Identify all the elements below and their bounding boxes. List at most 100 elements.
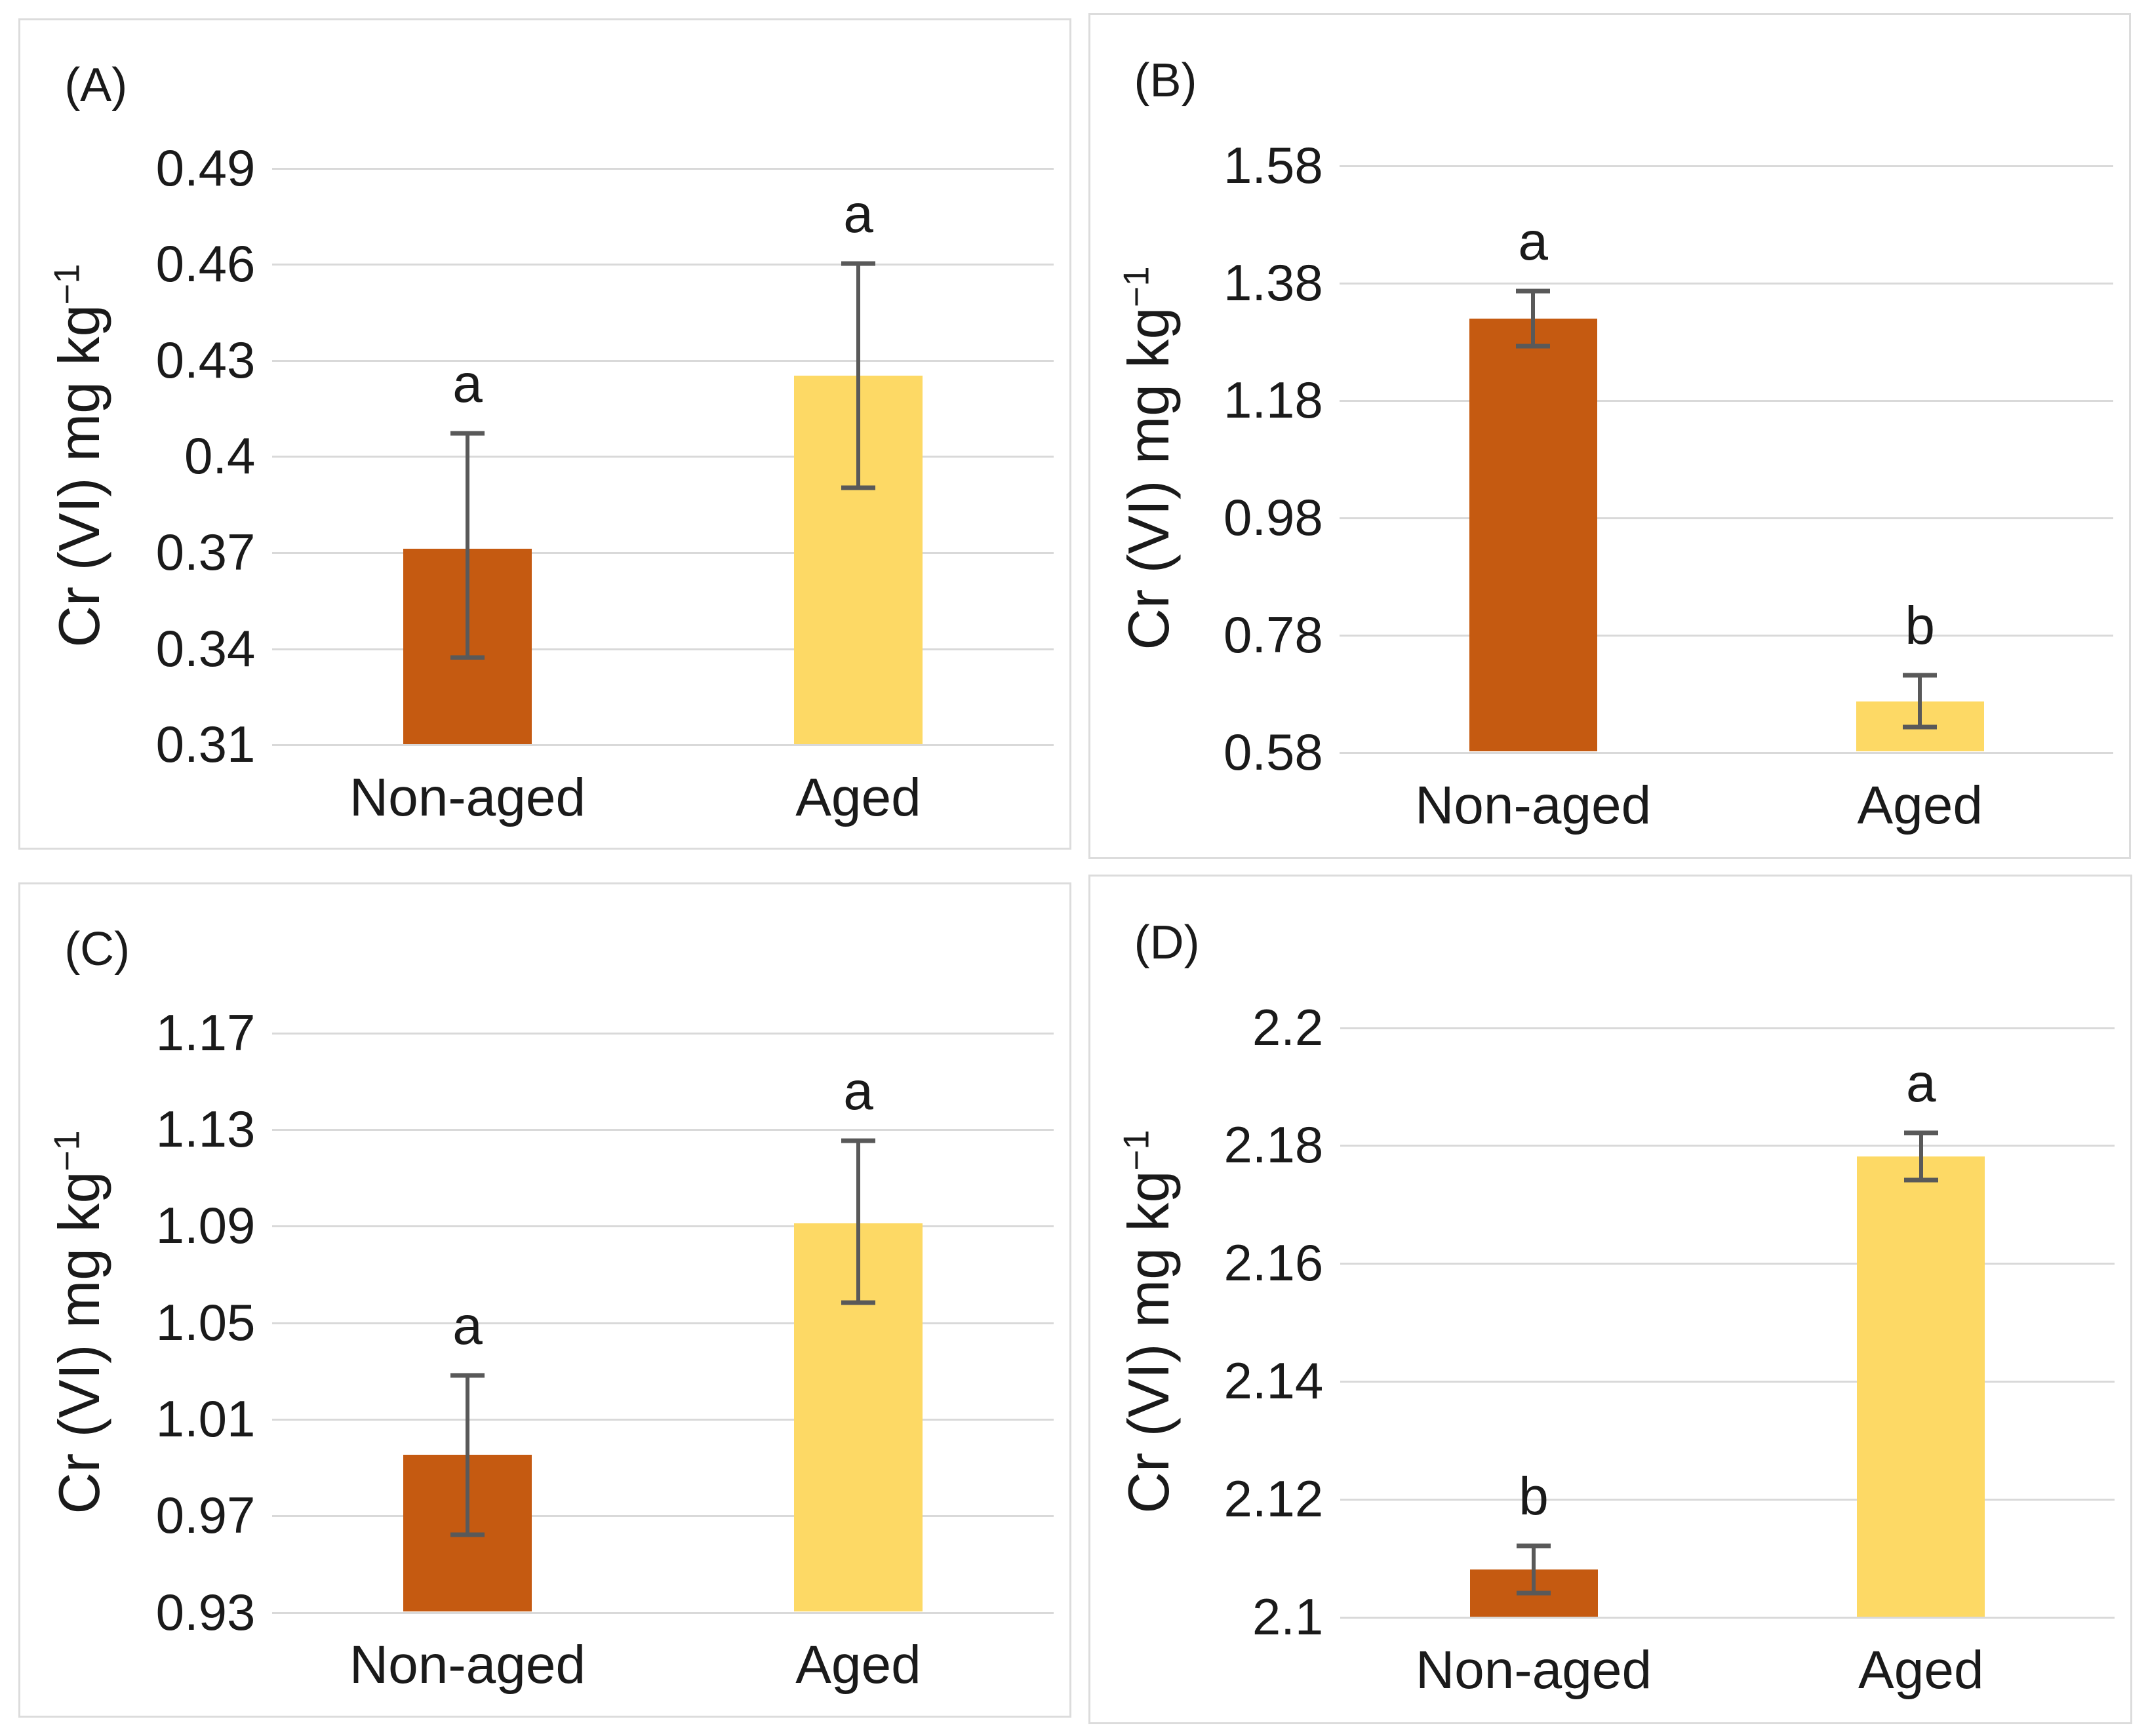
- y-axis-title: Cr (VI) mg kg−1: [1116, 266, 1181, 650]
- error-bar-cap-bottom: [1516, 344, 1551, 349]
- significance-letter: a: [452, 354, 483, 414]
- panel-letter-label: (A): [64, 59, 128, 112]
- error-bar-line: [1531, 290, 1536, 347]
- y-tick-label: 0.58: [1223, 722, 1323, 781]
- panel-letter-label: (C): [64, 923, 130, 976]
- gridline: [1340, 282, 2114, 285]
- error-bar-cap-bottom: [841, 1300, 875, 1305]
- y-axis-title-text: Cr (VI) mg kg: [1115, 1170, 1181, 1514]
- error-bar-cap-top: [841, 1138, 875, 1143]
- error-bar-cap-bottom: [841, 485, 875, 490]
- gridline: [1340, 1145, 2115, 1147]
- gridline: [272, 167, 1054, 170]
- error-bar-line: [466, 433, 469, 658]
- significance-letter: a: [843, 1061, 873, 1122]
- y-axis-title-text: Cr (VI) mg kg: [1115, 307, 1181, 650]
- gridline: [272, 1515, 1054, 1518]
- significance-letter: a: [1906, 1054, 1936, 1114]
- significance-letter: b: [1905, 596, 1936, 656]
- gridline: [272, 648, 1054, 650]
- gridline: [1340, 634, 2114, 637]
- gridline: [1340, 1616, 2115, 1619]
- error-bar-line: [856, 264, 860, 488]
- error-bar-cap-top: [1516, 288, 1551, 294]
- y-tick-label: 1.05: [155, 1293, 256, 1351]
- error-bar-cap-bottom: [1903, 724, 1938, 730]
- chart-panel-d: (D) Cr (VI) mg kg−1 2.2 2.18 2.16 2.14 2.12 2.1…: [1088, 875, 2132, 1724]
- significance-letter: a: [452, 1295, 483, 1356]
- error-bar-line: [856, 1141, 860, 1303]
- gridline: [272, 1129, 1054, 1131]
- error-bar-line: [1532, 1545, 1536, 1593]
- y-tick-label: 1.17: [155, 1003, 256, 1061]
- error-bar-cap-top: [450, 1373, 485, 1378]
- error-bar-cap-bottom: [1903, 1177, 1938, 1183]
- gridline: [272, 1032, 1054, 1035]
- x-category-label: Aged: [795, 767, 921, 827]
- error-bar-cap-bottom: [450, 655, 485, 660]
- error-bar-line: [466, 1375, 469, 1535]
- error-bar-line: [1919, 1133, 1923, 1181]
- y-tick-label: 2.18: [1223, 1116, 1324, 1174]
- error-bar-cap-top: [1903, 1130, 1938, 1135]
- gridline: [1340, 165, 2114, 167]
- y-tick-label: 0.93: [155, 1583, 256, 1641]
- y-tick-label: 2.16: [1223, 1234, 1324, 1292]
- x-category-label: Aged: [1858, 1640, 1984, 1701]
- y-tick-label: 0.98: [1223, 488, 1323, 546]
- x-category-label: Non-aged: [349, 1635, 586, 1695]
- gridline: [272, 1322, 1054, 1324]
- error-bar-line: [1918, 675, 1922, 727]
- panel-letter-label: (D): [1134, 916, 1200, 969]
- significance-letter: a: [1518, 211, 1548, 271]
- y-tick-label: 1.18: [1223, 370, 1323, 429]
- gridline: [272, 359, 1054, 362]
- y-tick-label: 1.13: [155, 1100, 256, 1158]
- gridline: [1340, 1027, 2115, 1029]
- gridline: [272, 744, 1054, 747]
- gridline: [1340, 1498, 2115, 1501]
- y-tick-label: 0.78: [1223, 605, 1323, 663]
- x-category-label: Aged: [1857, 775, 1983, 835]
- chart-panel-a: (A) Cr (VI) mg kg−1 0.49 0.46 0.43 0.4 0.37 0.3…: [18, 18, 1071, 850]
- error-bar-cap-top: [1903, 673, 1938, 678]
- y-tick-label: 1.38: [1223, 253, 1323, 311]
- y-tick-label: 2.14: [1223, 1352, 1324, 1410]
- error-bar-cap-top: [1517, 1543, 1551, 1549]
- gridline: [1340, 399, 2114, 402]
- x-category-label: Non-aged: [349, 767, 586, 827]
- bar-non-aged: [1469, 319, 1597, 752]
- panel-letter-label: (B): [1134, 54, 1197, 108]
- bar-aged: [1857, 1156, 1985, 1617]
- y-tick-label: 0.46: [155, 235, 256, 293]
- error-bar-cap-top: [841, 261, 875, 266]
- y-tick-label: 2.1: [1252, 1587, 1324, 1646]
- y-tick-label: 0.31: [155, 715, 256, 774]
- gridline: [1340, 1381, 2115, 1383]
- chart-panel-b: (B) Cr (VI) mg kg−1 1.58 1.38 1.18 0.98 0.78 0.…: [1088, 13, 2131, 859]
- gridline: [1340, 751, 2114, 754]
- gridline: [272, 1611, 1054, 1614]
- x-category-label: Aged: [795, 1635, 921, 1695]
- y-tick-label: 0.49: [155, 138, 256, 197]
- gridline: [1340, 517, 2114, 519]
- significance-letter: b: [1519, 1466, 1549, 1526]
- y-tick-label: 0.37: [155, 523, 256, 582]
- error-bar-cap-bottom: [1517, 1590, 1551, 1596]
- gridline: [272, 552, 1054, 555]
- y-tick-label: 2.2: [1252, 998, 1324, 1056]
- y-axis-title: Cr (VI) mg kg−1: [1116, 1130, 1181, 1513]
- significance-letter: a: [843, 184, 873, 245]
- y-tick-label: 0.43: [155, 330, 256, 389]
- gridline: [272, 1418, 1054, 1421]
- error-bar-cap-bottom: [450, 1532, 485, 1537]
- y-tick-label: 0.97: [155, 1486, 256, 1545]
- y-tick-label: 2.12: [1223, 1469, 1324, 1528]
- gridline: [272, 264, 1054, 266]
- chart-panel-c: (C) Cr (VI) mg kg−1 1.17 1.13 1.09 1.05 1.01 0.…: [18, 882, 1071, 1718]
- error-bar-cap-top: [450, 431, 485, 436]
- gridline: [272, 456, 1054, 458]
- y-tick-label: 1.01: [155, 1389, 256, 1448]
- y-tick-label: 0.4: [184, 427, 256, 485]
